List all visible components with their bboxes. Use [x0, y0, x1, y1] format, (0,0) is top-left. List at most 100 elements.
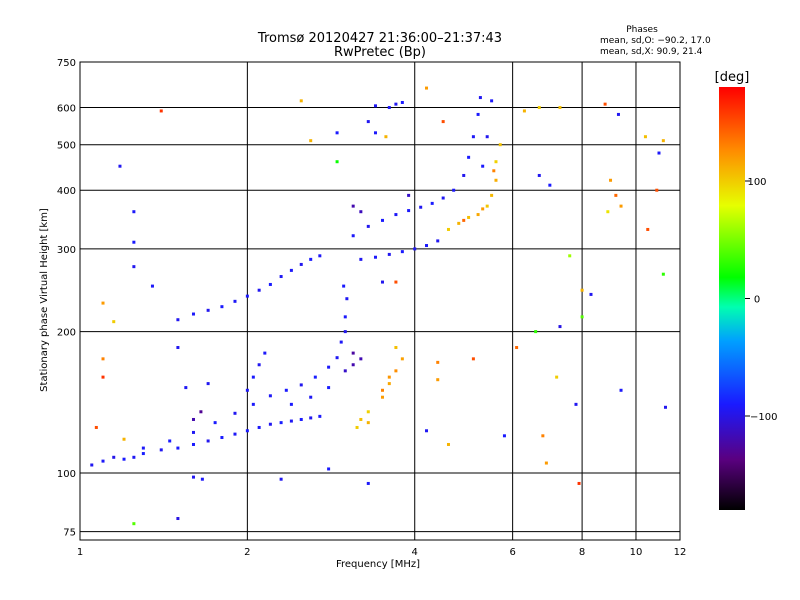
chart-subtitle: RwPretec (Bp) — [334, 45, 426, 60]
data-point — [436, 378, 440, 382]
data-point — [609, 178, 613, 182]
data-point — [400, 250, 404, 254]
data-point — [366, 421, 370, 425]
data-point — [366, 481, 370, 485]
data-point — [176, 446, 180, 450]
data-point — [471, 357, 475, 361]
data-point — [268, 282, 272, 286]
data-point — [541, 434, 545, 438]
data-point — [384, 135, 388, 139]
phases-line-o: mean, sd,O: −90.2, 17.0 — [600, 36, 711, 46]
data-point — [220, 305, 224, 309]
data-point — [568, 254, 572, 258]
data-point — [490, 193, 494, 197]
data-point — [206, 308, 210, 312]
data-point — [351, 204, 355, 208]
data-point — [309, 416, 313, 420]
data-point — [132, 210, 136, 214]
x-tick-label: 6 — [509, 547, 515, 558]
data-point — [257, 425, 261, 429]
data-point — [279, 477, 283, 481]
data-point — [191, 475, 195, 479]
data-point — [351, 234, 355, 238]
data-point — [309, 139, 313, 143]
y-tick-label: 750 — [57, 58, 76, 69]
data-point — [176, 318, 180, 322]
data-point — [589, 292, 593, 296]
data-point — [400, 100, 404, 104]
data-point — [284, 388, 288, 392]
data-point — [351, 351, 355, 355]
data-point — [141, 446, 145, 450]
data-point — [657, 151, 661, 155]
data-point — [309, 257, 313, 261]
data-point — [655, 188, 659, 192]
data-point — [430, 201, 434, 205]
data-point — [387, 382, 391, 386]
data-point — [168, 439, 172, 443]
data-point — [478, 96, 482, 100]
data-point — [206, 439, 210, 443]
data-point — [355, 425, 359, 429]
data-point — [366, 224, 370, 228]
data-point — [122, 437, 126, 441]
data-point — [191, 442, 195, 446]
chart-title: Tromsø 20120427 21:36:00–21:37:43 — [257, 31, 502, 46]
data-point — [476, 213, 480, 217]
data-point — [548, 183, 552, 187]
data-point — [122, 457, 126, 461]
data-point — [251, 375, 255, 379]
data-point — [462, 218, 466, 222]
colorbar-tick-label: 100 — [747, 177, 766, 188]
colorbar-tick-label: −100 — [750, 412, 777, 423]
data-point — [327, 386, 331, 390]
data-point — [342, 284, 346, 288]
data-point — [335, 160, 339, 164]
data-point — [522, 109, 526, 113]
data-point — [558, 106, 562, 110]
data-point — [343, 330, 347, 334]
data-point — [94, 425, 98, 429]
data-point — [335, 131, 339, 135]
data-point — [462, 173, 466, 177]
data-point — [289, 419, 293, 423]
data-point — [132, 522, 136, 526]
data-point — [441, 120, 445, 124]
data-point — [387, 375, 391, 379]
data-point — [191, 312, 195, 316]
plot-frame — [79, 61, 681, 541]
data-point — [233, 411, 237, 415]
x-tick-label: 4 — [412, 547, 418, 558]
data-point — [467, 155, 471, 159]
data-point — [467, 215, 471, 219]
x-tick-label: 8 — [579, 547, 585, 558]
data-point — [457, 221, 461, 225]
data-point — [661, 272, 665, 276]
data-point — [485, 135, 489, 139]
data-point — [490, 99, 494, 103]
data-point — [112, 320, 116, 324]
data-point — [580, 315, 584, 319]
data-point — [400, 357, 404, 361]
data-point — [619, 204, 623, 208]
data-point — [318, 254, 322, 258]
data-point — [268, 422, 272, 426]
data-point — [318, 414, 322, 418]
data-point — [394, 369, 398, 373]
data-point — [245, 388, 249, 392]
data-point — [359, 417, 363, 421]
data-point — [492, 169, 496, 173]
phases-line-x: mean, sd,X: 90.9, 21.4 — [600, 47, 703, 57]
data-point — [279, 421, 283, 425]
data-point — [515, 346, 519, 350]
data-point — [471, 135, 475, 139]
data-point — [206, 382, 210, 386]
data-point — [380, 218, 384, 222]
data-point — [619, 388, 623, 392]
data-point — [132, 265, 136, 269]
data-point — [279, 275, 283, 279]
data-point — [132, 455, 136, 459]
data-point — [299, 99, 303, 103]
